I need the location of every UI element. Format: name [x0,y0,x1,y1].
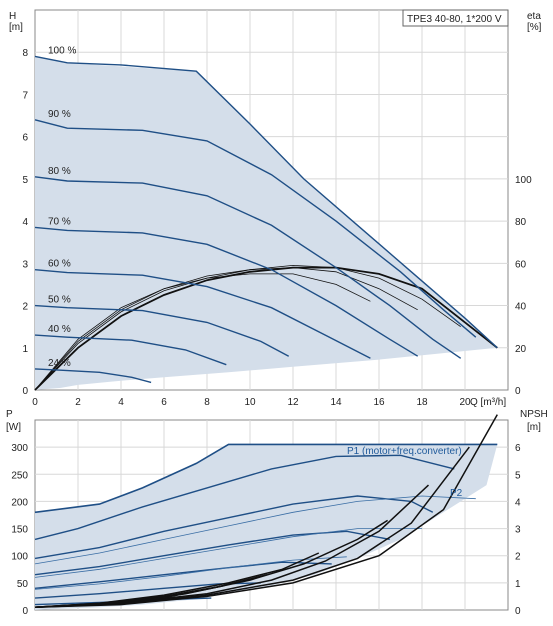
top-left-tick-label: 1 [22,344,28,355]
top-left-tick-label: 0 [22,386,28,397]
top-left-tick-label: 2 [22,302,28,313]
npsh-curve [34,484,430,609]
speed-curve [34,304,290,357]
bottom-right-tick-label: 2 [515,552,521,563]
x-tick-label: 4 [118,397,124,408]
top-left-tick-label: 8 [22,48,28,59]
x-tick-label: 8 [204,397,210,408]
model-label-box [402,9,509,27]
speed-curve-label: 24 % [48,358,71,369]
bottom-right-tick-label: 6 [515,443,521,454]
p1-max-curve [34,443,498,514]
speed-curve-label: 90 % [48,109,71,120]
top-left-axis-label: H [9,11,16,22]
speed-curve [34,226,419,357]
top-right-tick-label: 60 [515,259,527,270]
x-tick-label: 2 [75,397,81,408]
speed-curve [34,176,462,359]
x-tick-label: 0 [32,397,38,408]
bottom-left-tick-label: 250 [11,470,28,481]
bottom-right-tick-label: 4 [515,497,521,508]
top-left-tick-label: 6 [22,133,28,144]
efficiency-curve [34,273,371,391]
top-right-axis-unit: [%] [527,22,542,33]
speed-curve [34,269,371,359]
bottom-left-axis-unit: [W] [6,422,21,433]
p1-curve [34,530,390,576]
p1-series-label: P1 (motor+freq.converter) [347,446,462,457]
bottom-left-tick-label: 0 [22,606,28,617]
speed-curve [34,368,152,384]
top-right-tick-label: 100 [515,175,532,186]
speed-curve [34,334,227,366]
top-left-tick-label: 7 [22,90,28,101]
x-tick-label: 14 [330,397,342,408]
x-tick-label: 18 [416,397,428,408]
top-left-tick-label: 4 [22,217,28,228]
bottom-right-axis-unit: [m] [527,422,541,433]
bottom-right-tick-label: 1 [515,579,521,590]
top-left-axis-unit: [m] [9,22,23,33]
p1-curve [34,561,332,589]
bottom-right-tick-label: 3 [515,525,521,536]
p1-curve [34,454,455,541]
p2-curve [34,556,347,590]
top-right-axis-label: eta [527,11,541,22]
npsh-curve [34,584,225,609]
bottom-right-tick-label: 0 [515,606,521,617]
bottom-left-axis-label: P [6,409,13,420]
p2-series-label: P2 [450,488,463,499]
speed-curve-label: 100 % [48,45,76,56]
top-left-tick-label: 5 [22,175,28,186]
speed-curve-label: 70 % [48,216,71,227]
bottom-right-axis-label: NPSH [520,409,548,420]
p1-curve [34,495,434,560]
bottom-left-tick-label: 300 [11,443,28,454]
x-tick-label: 10 [244,397,256,408]
bottom-left-tick-label: 150 [11,525,28,536]
top-left-tick-label: 3 [22,259,28,270]
speed-curve-label: 40 % [48,324,71,335]
top-right-tick-label: 20 [515,344,527,355]
x-tick-label: 20 [459,397,471,408]
efficiency-curve [34,267,418,391]
model-label: TPE3 40-80, 1*200 V [407,14,502,25]
p2-curve [34,528,422,578]
x-tick-label: 6 [161,397,167,408]
bottom-left-tick-label: 100 [11,552,28,563]
chart-graphics: 100 %90 %80 %70 %60 %50 %40 %24 %0123456… [11,9,532,617]
top-right-tick-label: 80 [515,217,527,228]
bottom-right-tick-label: 5 [515,470,521,481]
speed-curve [34,55,498,349]
x-axis-label: Q [m³/h] [470,397,506,408]
bottom-operating-range [35,444,498,610]
speed-curve-label: 80 % [48,166,71,177]
x-tick-label: 12 [287,397,299,408]
bottom-left-tick-label: 50 [17,579,29,590]
efficiency-curve [34,266,498,391]
top-right-tick-label: 40 [515,302,527,313]
speed-curve-label: 60 % [48,259,71,270]
p2-curve [34,495,476,565]
npsh-curve [34,446,470,609]
speed-curve [34,119,477,338]
x-tick-label: 16 [373,397,385,408]
top-right-tick-label: 0 [515,386,521,397]
speed-curve-label: 50 % [48,295,71,306]
bottom-left-tick-label: 200 [11,497,28,508]
